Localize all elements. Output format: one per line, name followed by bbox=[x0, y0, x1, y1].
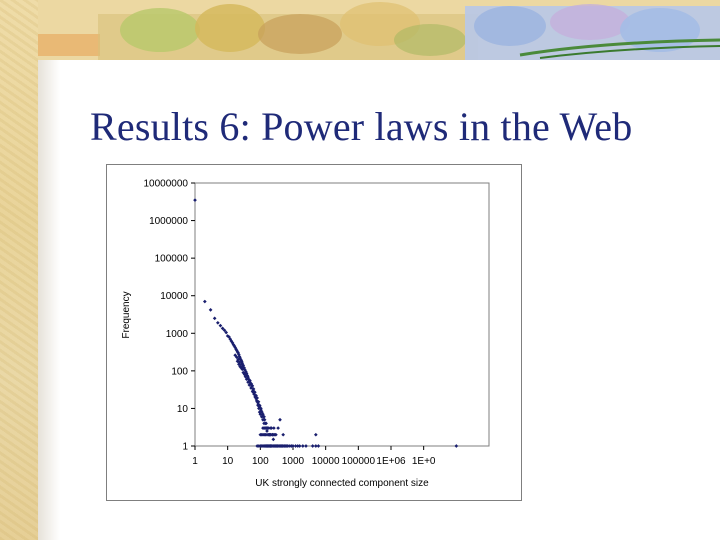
y-tick-label: 10 bbox=[177, 404, 189, 415]
y-tick-label: 10000 bbox=[160, 291, 188, 302]
chart-container: 1 10 100 1000 10000 100000 1000000 10000000 1 10… bbox=[106, 164, 522, 501]
data-point bbox=[313, 432, 318, 437]
data-point bbox=[256, 399, 261, 404]
data-point bbox=[276, 426, 280, 430]
data-point bbox=[293, 444, 298, 448]
y-tick-label: 1000000 bbox=[149, 216, 188, 227]
data-points bbox=[193, 198, 459, 448]
data-point bbox=[248, 378, 252, 383]
data-point bbox=[270, 432, 275, 437]
data-point bbox=[208, 308, 213, 312]
decorative-banner bbox=[0, 0, 720, 60]
plot-area bbox=[194, 182, 490, 447]
data-point bbox=[237, 360, 242, 365]
data-point bbox=[310, 444, 315, 448]
data-point bbox=[218, 323, 223, 328]
data-point bbox=[304, 444, 308, 448]
data-point bbox=[291, 444, 295, 448]
data-point bbox=[242, 367, 247, 372]
data-point bbox=[239, 362, 244, 367]
data-point bbox=[272, 426, 276, 430]
data-point bbox=[250, 383, 255, 388]
data-point bbox=[212, 316, 217, 321]
data-point bbox=[268, 426, 273, 430]
x-tick-label: 1000 bbox=[282, 456, 305, 467]
x-tick-label: 10 bbox=[222, 456, 234, 467]
data-point bbox=[300, 444, 305, 448]
data-point bbox=[269, 432, 273, 437]
y-axis-ticks: 1 10 100 1000 10000 100000 1000000 10000000 bbox=[144, 179, 195, 453]
data-point bbox=[263, 421, 268, 426]
data-point bbox=[297, 444, 302, 448]
data-point bbox=[222, 328, 227, 333]
x-axis-ticks: 1 10 100 1000 10000 100000 1E+06 1E+0 bbox=[192, 446, 436, 467]
data-point bbox=[259, 406, 263, 411]
data-point bbox=[240, 364, 245, 369]
data-point bbox=[258, 412, 263, 417]
y-axis-label: Frequency bbox=[121, 291, 132, 338]
data-point bbox=[295, 444, 300, 448]
x-tick-label: 100 bbox=[252, 456, 269, 467]
y-tick-label: 1 bbox=[182, 442, 188, 453]
data-point bbox=[264, 426, 268, 430]
x-tick-label: 10000 bbox=[312, 456, 340, 467]
slide-title: Results 6: Power laws in the Web bbox=[90, 104, 633, 149]
data-point bbox=[265, 429, 269, 433]
y-tick-label: 10000000 bbox=[144, 179, 189, 190]
data-point bbox=[244, 370, 248, 375]
data-point bbox=[253, 390, 257, 395]
data-point bbox=[234, 355, 239, 360]
data-point bbox=[251, 387, 256, 391]
floral-banner-image bbox=[0, 0, 720, 60]
data-point bbox=[193, 198, 197, 202]
data-point bbox=[273, 432, 277, 437]
data-point bbox=[286, 444, 290, 448]
data-point bbox=[257, 403, 262, 408]
data-point bbox=[245, 374, 250, 379]
y-tick-label: 100000 bbox=[155, 254, 189, 265]
data-point bbox=[313, 444, 318, 448]
data-point bbox=[278, 417, 282, 422]
x-tick-label: 100000 bbox=[342, 456, 376, 467]
y-tick-label: 100 bbox=[171, 366, 188, 377]
data-point bbox=[236, 357, 241, 362]
x-tick-label: 1E+06 bbox=[376, 456, 406, 467]
data-point bbox=[243, 374, 248, 379]
parchment-strip bbox=[0, 0, 38, 540]
data-point bbox=[262, 414, 266, 419]
data-point bbox=[454, 444, 459, 448]
data-point bbox=[220, 326, 225, 331]
data-point bbox=[224, 330, 229, 335]
data-point bbox=[262, 426, 266, 430]
x-tick-label: 1E+0 bbox=[412, 456, 436, 467]
data-point bbox=[240, 367, 245, 372]
data-point bbox=[262, 417, 267, 422]
y-tick-label: 1000 bbox=[166, 329, 189, 340]
data-point bbox=[266, 426, 271, 430]
data-point bbox=[202, 299, 207, 304]
strip-shadow bbox=[38, 60, 60, 540]
x-tick-label: 1 bbox=[192, 456, 198, 467]
data-point bbox=[271, 437, 276, 442]
x-axis-label: UK strongly connected component size bbox=[255, 478, 429, 489]
data-point bbox=[316, 444, 321, 448]
data-point bbox=[215, 320, 220, 325]
data-point bbox=[255, 396, 260, 400]
data-point bbox=[281, 432, 286, 437]
